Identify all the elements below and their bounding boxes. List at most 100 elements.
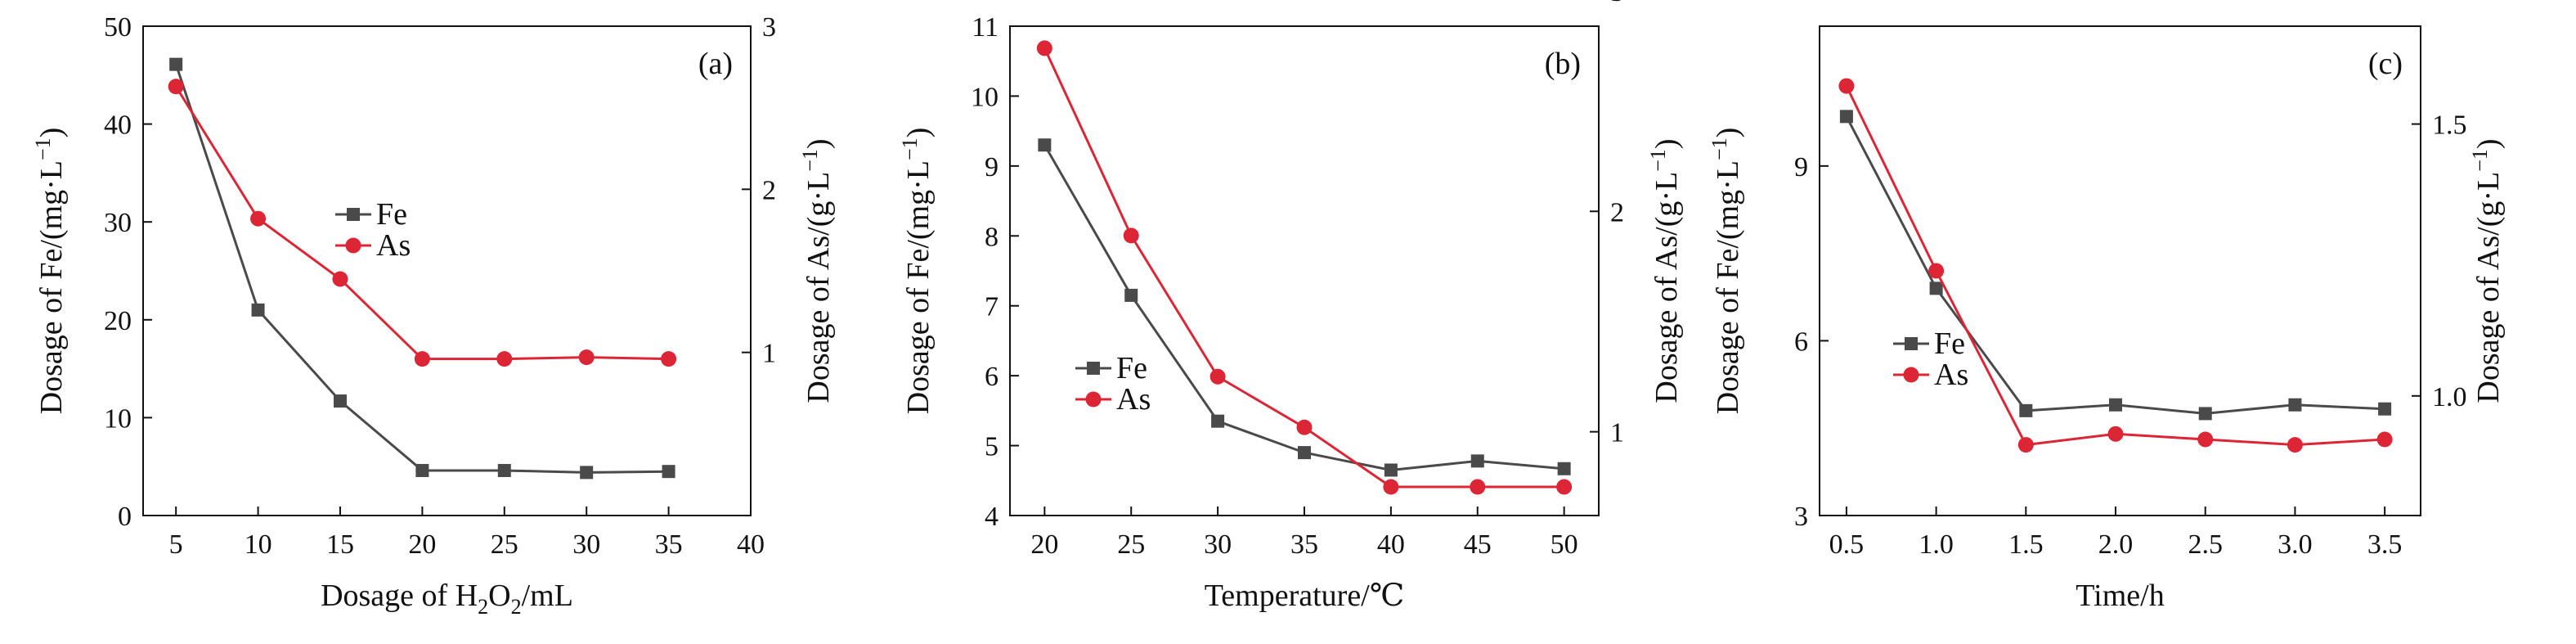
y-right-axis-label: Dosage of As/(g·L−1) — [2468, 138, 2506, 403]
y-right-axis-label-sup: −1 — [1646, 149, 1670, 172]
data-point-fe — [662, 465, 675, 479]
data-point-as — [1036, 40, 1052, 56]
y-left-tick-label: 6 — [985, 362, 999, 392]
panel-label: (b) — [1545, 47, 1581, 81]
y-right-tick-label: 3 — [1610, 0, 1624, 7]
x-tick-label: 50 — [1551, 529, 1578, 560]
y-left-tick-label: 4 — [985, 502, 999, 532]
panel-label: (c) — [2368, 47, 2403, 81]
chart-panel-c: 0.5 1.0 1.5 2.0 2.5 3.0 3.5 3 6 9 1.0 1.5 (c) Time/h D… — [1708, 25, 2506, 613]
data-point-as — [168, 79, 184, 95]
y-left-axis-label: Dosage of Fe/(mg·L−1) — [1708, 128, 1745, 415]
y-left-axis-label-text: Dosage of Fe/(mg·L — [1711, 160, 1745, 414]
y-right-tick-label: 1 — [762, 339, 776, 369]
data-point-fe — [1384, 463, 1398, 477]
y-right-tick-label: 2 — [1610, 197, 1624, 227]
chart-panel-b: 202530354045504567891011123(b)Temperatur… — [898, 0, 1684, 613]
data-point-as — [1838, 78, 1855, 94]
x-tick-label: 35 — [655, 529, 683, 560]
series-line-as — [174, 86, 669, 361]
legend-marker-as — [1903, 367, 1919, 383]
data-point-fe — [1124, 288, 1138, 302]
data-point-as — [2197, 431, 2214, 448]
series-line-as — [1845, 85, 2385, 447]
data-point-fe — [580, 466, 594, 480]
plot-frame — [142, 25, 752, 516]
legend-label-fe: Fe — [1116, 351, 1147, 385]
legend-marker-fe — [347, 208, 360, 221]
x-tick-label: 40 — [1377, 529, 1405, 560]
x-tick-label: 20 — [1030, 529, 1058, 560]
x-tick-label: 10 — [245, 529, 272, 560]
data-point-fe — [497, 463, 511, 477]
legend-label-fe: Fe — [376, 197, 407, 232]
y-right-axis-label-close: ) — [1649, 138, 1684, 149]
y-right-axis-label: Dosage of As/(g·L−1) — [1646, 138, 1684, 403]
x-tick-label: 1.5 — [2008, 529, 2044, 560]
x-tick-label: 30 — [1204, 529, 1232, 560]
x-tick-label: 3.5 — [2367, 529, 2403, 560]
y-left-tick-label: 40 — [104, 110, 132, 141]
legend-marker-fe — [1905, 337, 1918, 350]
data-point-as — [2017, 437, 2034, 453]
data-point-fe — [1211, 414, 1225, 428]
x-tick-label: 1.0 — [1919, 529, 1954, 560]
x-tick-label: 45 — [1464, 529, 1492, 560]
x-axis-label-part: /mL — [522, 579, 573, 613]
x-axis-label-part: Dosage of H — [321, 579, 478, 613]
y-right-axis-label-text: Dosage of As/(g·L — [2471, 172, 2506, 403]
data-point-fe — [169, 57, 183, 71]
y-right-axis-label-close: ) — [801, 138, 836, 149]
x-tick-label: 30 — [572, 529, 600, 560]
y-left-tick-label: 7 — [985, 292, 999, 322]
data-point-as — [1928, 263, 1945, 279]
data-point-fe — [415, 463, 429, 477]
data-point-as — [1556, 479, 1573, 495]
y-left-tick-label: 30 — [104, 208, 132, 238]
x-tick-label: 2.5 — [2188, 529, 2223, 560]
plot-frame — [1009, 25, 1600, 516]
y-right-tick-label: 2 — [762, 175, 776, 205]
data-point-fe — [333, 394, 347, 408]
y-right-axis-label-sup: −1 — [2468, 149, 2492, 172]
data-point-as — [496, 351, 513, 367]
y-left-axis-label-close: ) — [901, 128, 936, 138]
y-left-tick-label: 8 — [985, 222, 999, 252]
plot-frame — [1819, 25, 2421, 516]
legend-label-as: As — [1116, 382, 1151, 417]
x-tick-label: 15 — [326, 529, 354, 560]
x-tick-label: 25 — [491, 529, 518, 560]
data-point-fe — [2198, 407, 2212, 421]
series-line-fe — [174, 64, 669, 474]
data-point-as — [1383, 479, 1399, 495]
x-axis-label-sub: 2 — [478, 595, 488, 619]
data-point-fe — [1929, 281, 1943, 295]
x-axis-label-sub: 2 — [511, 595, 522, 619]
x-axis-label: Dosage of H2O2/mL — [321, 579, 573, 619]
y-left-tick-label: 50 — [104, 12, 132, 43]
data-point-as — [2376, 431, 2393, 448]
x-tick-label: 20 — [408, 529, 436, 560]
panel-label: (a) — [698, 47, 733, 81]
y-left-axis-label: Dosage of Fe/(mg·L−1) — [31, 128, 69, 415]
y-left-axis-label-sup: −1 — [1708, 137, 1731, 160]
legend-marker-fe — [1087, 362, 1100, 375]
x-tick-label: 40 — [737, 529, 765, 560]
y-right-axis-label: Dosage of As/(g·L−1) — [798, 138, 836, 403]
x-axis-label-text: Time/h — [2076, 579, 2164, 613]
x-tick-label: 5 — [169, 529, 183, 560]
y-right-tick-label: 3 — [762, 12, 776, 43]
legend-marker-as — [1085, 391, 1102, 408]
y-left-tick-label: 20 — [104, 306, 132, 336]
x-axis-label-part: O — [488, 579, 510, 613]
data-point-fe — [1470, 454, 1484, 468]
y-left-tick-label: 10 — [971, 82, 999, 112]
x-axis-label-text: Temperature/℃ — [1205, 579, 1405, 613]
y-left-tick-label: 6 — [1794, 327, 1808, 357]
y-left-tick-label: 5 — [985, 432, 999, 462]
data-point-fe — [2288, 398, 2302, 412]
y-right-tick-label: 1 — [1610, 418, 1624, 448]
